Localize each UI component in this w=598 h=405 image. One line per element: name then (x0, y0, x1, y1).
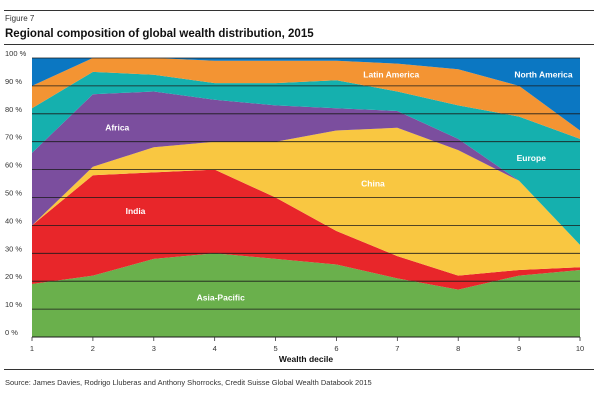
area-label-layer: Asia-Pacific India China Africa Europe Latin … (105, 70, 573, 303)
area-label-africa: Africa (105, 123, 129, 133)
x-axis-title: Wealth decile (279, 354, 333, 364)
area-latin-america (32, 58, 580, 139)
y-axis: 0 % 10 % 20 % 30 % 40 % 50 % 60 % 70 % 80 % 90 % 1… (5, 49, 27, 337)
area-europe (32, 71, 580, 245)
x-tick-label: 7 (395, 344, 399, 353)
x-axis: 1 2 3 4 5 6 7 8 9 10 (30, 337, 584, 353)
source-note: Source: James Davies, Rodrigo Lluberas a… (5, 378, 372, 387)
x-tick-label: 9 (517, 344, 521, 353)
area-china (32, 127, 580, 276)
x-tick-label: 8 (456, 344, 460, 353)
x-tick-label: 3 (152, 344, 156, 353)
y-tick-label: 50 % (5, 189, 22, 198)
area-label-europe: Europe (517, 153, 547, 163)
area-africa (32, 91, 580, 245)
area-label-china: China (361, 178, 385, 188)
area-layer (32, 58, 580, 337)
grid-layer (32, 57, 580, 338)
y-tick-label: 30 % (5, 244, 22, 253)
chart-title: Regional composition of global wealth di… (5, 28, 314, 40)
x-tick-label: 10 (576, 344, 584, 353)
y-tick-label: 80 % (5, 105, 22, 114)
x-tick-label: 5 (273, 344, 277, 353)
area-asia-pacific (32, 253, 580, 337)
title-rule (4, 44, 594, 45)
y-tick-label: 20 % (5, 272, 22, 281)
top-rule (4, 10, 594, 11)
x-tick-label: 6 (334, 344, 338, 353)
y-tick-label: 40 % (5, 216, 22, 225)
area-label-asia-pacific: Asia-Pacific (197, 293, 245, 303)
figure-label: Figure 7 (5, 14, 35, 23)
bottom-rule (4, 369, 594, 370)
y-tick-label: 100 % (5, 49, 27, 58)
y-tick-label: 90 % (5, 77, 22, 86)
x-tick-label: 4 (213, 344, 217, 353)
x-tick-label: 2 (91, 344, 95, 353)
area-north-america (32, 58, 580, 131)
area-label-latin-america: Latin America (363, 70, 419, 80)
x-tick-label: 1 (30, 344, 34, 353)
area-label-india: India (126, 206, 146, 216)
area-label-north-america: North America (514, 70, 573, 80)
y-tick-label: 70 % (5, 133, 22, 142)
area-india (32, 169, 580, 290)
y-tick-label: 0 % (5, 328, 18, 337)
y-tick-label: 60 % (5, 161, 22, 170)
y-tick-label: 10 % (5, 300, 22, 309)
